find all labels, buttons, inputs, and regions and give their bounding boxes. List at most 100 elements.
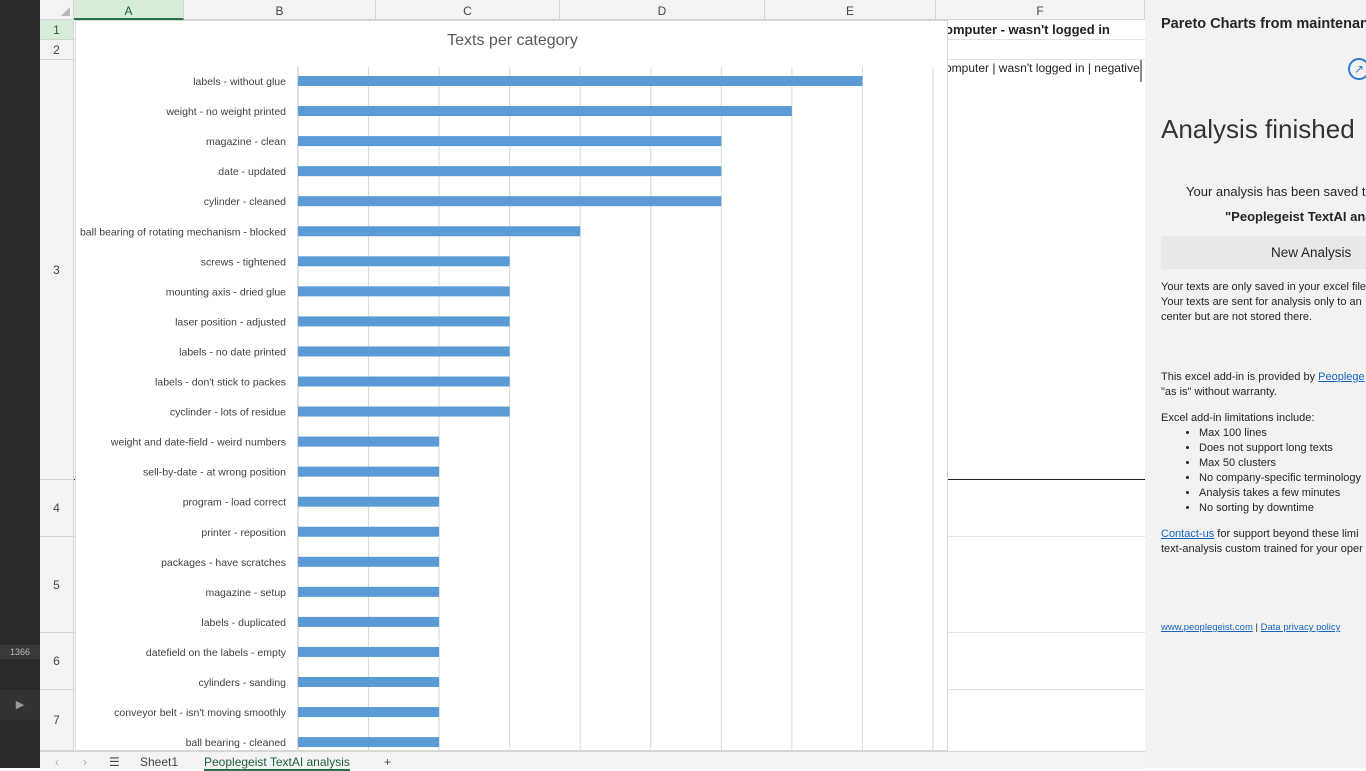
contact-text: for support beyond these limi: [1217, 528, 1359, 540]
category-label: program - load correct: [183, 497, 286, 509]
bar[interactable]: [298, 76, 863, 86]
bar[interactable]: [298, 346, 510, 357]
category-label: laser position - adjusted: [175, 316, 286, 328]
column-header-f[interactable]: F: [936, 0, 1145, 20]
texts-per-category-chart[interactable]: Texts per category labels - without glue…: [75, 20, 948, 751]
bar[interactable]: [298, 616, 440, 627]
row-header-5[interactable]: 5: [40, 537, 74, 633]
column-header-d[interactable]: D: [560, 0, 765, 20]
category-label: conveyor belt - isn't moving smoothly: [114, 707, 287, 719]
category-label: printer - reposition: [201, 527, 286, 539]
bar[interactable]: [298, 586, 440, 597]
bar[interactable]: [298, 707, 440, 718]
limitation-item: Max 100 lines: [1199, 426, 1361, 441]
peoplegeist-link[interactable]: Peoplege: [1318, 371, 1365, 383]
tab-scroll-left-icon[interactable]: ‹: [55, 755, 59, 769]
bar[interactable]: [298, 196, 722, 207]
category-label: weight - no weight printed: [165, 106, 286, 118]
warranty-line: "as is" without warranty.: [1161, 386, 1277, 398]
tab-peoplegeist-analysis[interactable]: Peoplegeist TextAI analysis: [204, 755, 350, 771]
row-header-6[interactable]: 6: [40, 633, 74, 690]
cell-f2[interactable]: omputer | wasn't logged in | negative: [945, 61, 1140, 75]
sheet-tab-bar: ‹ › ☰ Sheet1 Peoplegeist TextAI analysis…: [40, 751, 1145, 771]
select-all-corner[interactable]: [40, 0, 74, 20]
category-label: labels - without glue: [193, 76, 286, 88]
column-header-a[interactable]: A: [74, 0, 184, 20]
category-label: labels - no date printed: [179, 346, 286, 358]
pane-footer: www.peoplegeist.com | Data privacy polic…: [1161, 622, 1340, 633]
column-header-e[interactable]: E: [765, 0, 936, 20]
bar[interactable]: [298, 376, 510, 387]
chart-title: Texts per category: [447, 32, 578, 49]
limitations-list: Max 100 lines Does not support long text…: [1161, 426, 1361, 516]
sheet-list-icon[interactable]: ☰: [109, 755, 120, 769]
bar[interactable]: [298, 106, 792, 117]
pane-title: Pareto Charts from maintenan: [1161, 16, 1366, 32]
bar[interactable]: [298, 316, 510, 327]
column-header-c[interactable]: C: [376, 0, 560, 20]
saved-sheet-name: "Peoplegeist TextAI anal: [1225, 209, 1366, 224]
category-label: ball bearing of rotating mechanism - blo…: [80, 226, 286, 238]
category-label: screws - tightened: [201, 256, 286, 268]
bar[interactable]: [298, 256, 510, 267]
row-header-3[interactable]: 3: [40, 60, 74, 480]
bar[interactable]: [298, 526, 440, 537]
bar[interactable]: [298, 136, 722, 147]
provided-by-text: This excel add-in is provided by: [1161, 371, 1316, 383]
category-label: labels - don't stick to packes: [155, 377, 286, 389]
bar[interactable]: [298, 166, 722, 177]
category-label: date - updated: [218, 166, 286, 178]
contact-line: Contact-us for support beyond these limi: [1161, 527, 1366, 542]
bar[interactable]: [298, 436, 440, 447]
left-strip: 1366 ▶: [0, 0, 40, 768]
bar[interactable]: [298, 646, 440, 657]
privacy-policy-link[interactable]: Data privacy policy: [1260, 622, 1341, 633]
saved-message: Your analysis has been saved to: [1186, 184, 1366, 199]
footer-separator: |: [1255, 622, 1258, 633]
bar[interactable]: [298, 496, 440, 507]
tab-scroll-right-icon[interactable]: ›: [83, 755, 87, 769]
resolution-label: 1366: [0, 645, 40, 659]
bar[interactable]: [298, 677, 440, 687]
row-header-2[interactable]: 2: [40, 40, 74, 60]
category-label: datefield on the labels - empty: [146, 647, 287, 659]
bar[interactable]: [298, 286, 510, 297]
bar[interactable]: [298, 406, 510, 417]
row-header-7[interactable]: 7: [40, 690, 74, 751]
column-header-b[interactable]: B: [184, 0, 376, 20]
bar[interactable]: [298, 466, 440, 477]
row-header-1[interactable]: 1: [40, 20, 74, 40]
scroll-indicator: [1140, 60, 1142, 82]
row-header-4[interactable]: 4: [40, 480, 74, 537]
category-label: magazine - clean: [206, 136, 286, 148]
category-label: packages - have scratches: [161, 557, 286, 569]
category-label: sell-by-date - at wrong position: [143, 467, 286, 479]
tab-sheet1[interactable]: Sheet1: [140, 755, 179, 769]
limitation-item: No company-specific terminology: [1199, 471, 1361, 486]
play-icon[interactable]: ▶: [0, 690, 40, 720]
privacy-line-3: center but are not stored there.: [1161, 311, 1313, 323]
category-label: ball bearing - cleaned: [186, 737, 287, 749]
category-label: labels - duplicated: [201, 617, 286, 629]
category-label: magazine - setup: [205, 587, 286, 599]
contact-us-link[interactable]: Contact-us: [1161, 528, 1215, 540]
limitation-item: Max 50 clusters: [1199, 456, 1361, 471]
category-label: cylinders - sanding: [198, 677, 286, 689]
limitation-item: Does not support long texts: [1199, 441, 1361, 456]
addin-task-pane: Pareto Charts from maintenan ↗ Analysis …: [1145, 0, 1366, 768]
add-sheet-button[interactable]: +: [384, 755, 392, 769]
cell-f1[interactable]: omputer - wasn't logged in: [945, 22, 1110, 37]
bar[interactable]: [298, 737, 440, 748]
bar[interactable]: [298, 556, 440, 567]
contact-line-2: text-analysis custom trained for your op…: [1161, 543, 1363, 555]
category-label: mounting axis - dried glue: [166, 286, 286, 298]
category-label: cyclinder - lots of residue: [170, 407, 286, 419]
new-analysis-button[interactable]: New Analysis: [1161, 236, 1366, 269]
trend-icon[interactable]: ↗: [1348, 58, 1366, 80]
category-label: cylinder - cleaned: [204, 196, 286, 208]
bar[interactable]: [298, 226, 581, 237]
analysis-heading: Analysis finished: [1161, 114, 1355, 144]
website-link[interactable]: www.peoplegeist.com: [1161, 622, 1253, 633]
privacy-line-1: Your texts are only saved in your excel …: [1161, 281, 1366, 293]
provided-by-line: This excel add-in is provided by Peopleg…: [1161, 370, 1366, 385]
